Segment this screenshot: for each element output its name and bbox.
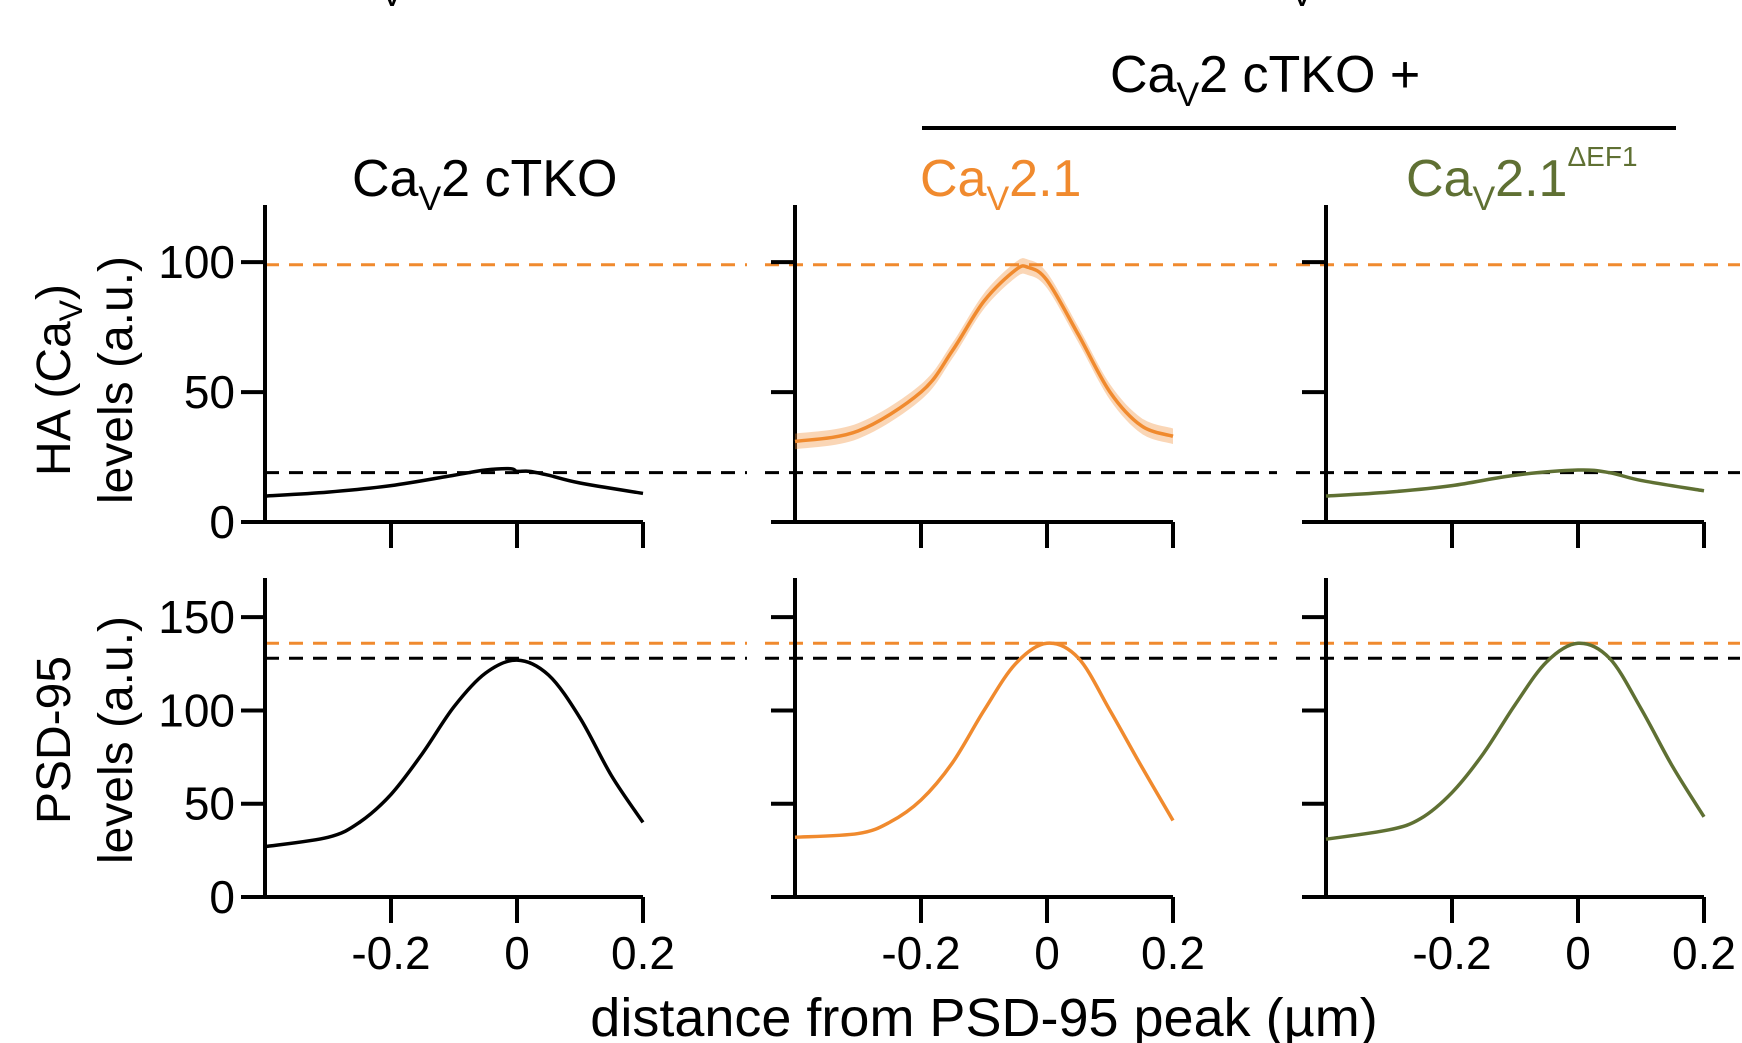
cut-top-subscript-right: V [1290, 0, 1314, 14]
svg-text:PSD-95: PSD-95 [28, 656, 81, 824]
svg-text:levels (a.u.): levels (a.u.) [90, 616, 143, 864]
x-tick-label: -0.2 [351, 927, 430, 979]
y-tick-label: 50 [184, 366, 235, 418]
y-tick-label: 100 [158, 236, 235, 288]
group-header: CaV2 cTKO + [1110, 46, 1420, 114]
row-label-psd95: PSD-95 levels (a.u.) [28, 616, 143, 864]
row-label-ha: HA (CaV) levels (a.u.) [28, 256, 143, 504]
y-tick-label: 100 [158, 684, 235, 736]
series-line [264, 658, 645, 849]
series-line [794, 264, 1174, 444]
panel-psd-95-0: 0 50 100 150 -0.2 0 0.2 [158, 578, 747, 979]
panel-ha-0: 0 50 100 [158, 205, 747, 548]
y-tick-label: 150 [158, 591, 235, 643]
panels: 0 50 100 0 50 100 150 -0.2 0 0.2 -0.2 0 0.2 -0.2 0 0.2 [158, 205, 1740, 979]
panel-title-cav21: CaV2.1 [920, 150, 1081, 218]
svg-text:levels (a.u.): levels (a.u.) [90, 256, 143, 504]
x-tick-label: -0.2 [881, 927, 960, 979]
series-line [264, 466, 644, 498]
panel-ha-1 [765, 205, 1277, 548]
panel-psd-95-1: -0.2 0 0.2 [765, 578, 1277, 979]
y-tick-label: 0 [209, 496, 235, 548]
cut-top-subscript-left: V [380, 0, 404, 14]
series-line [1325, 468, 1705, 498]
panel-title-cav21-def1: CaV2.1ΔEF1 [1406, 141, 1638, 218]
panel-psd-95-2: -0.2 0 0.2 [1296, 578, 1740, 979]
panel-ha-2 [1296, 205, 1740, 548]
y-tick-label: 50 [184, 778, 235, 830]
x-tick-label: 0.2 [611, 927, 675, 979]
panel-title-cav2-ctko: CaV2 cTKO [352, 150, 617, 218]
y-tick-label: 0 [209, 871, 235, 923]
x-tick-label: 0.2 [1141, 927, 1205, 979]
x-tick-label: -0.2 [1412, 927, 1491, 979]
series-line [794, 641, 1175, 840]
x-tick-label: 0 [504, 927, 530, 979]
x-tick-label: 0 [1565, 927, 1591, 979]
x-axis-label: distance from PSD-95 peak (µm) [590, 988, 1377, 1043]
x-tick-label: 0.2 [1672, 927, 1736, 979]
svg-text:HA (CaV): HA (CaV) [28, 284, 89, 476]
x-tick-label: 0 [1034, 927, 1060, 979]
series-line [1325, 641, 1706, 841]
sem-band [795, 258, 1173, 450]
